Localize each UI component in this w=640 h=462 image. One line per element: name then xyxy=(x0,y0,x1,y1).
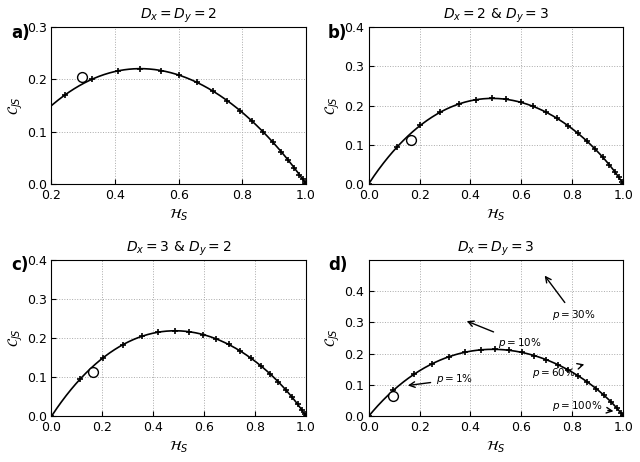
X-axis label: $\mathcal{H}_S$: $\mathcal{H}_S$ xyxy=(486,207,506,223)
Text: a): a) xyxy=(11,24,29,42)
Y-axis label: $\mathcal{C}_{JS}$: $\mathcal{C}_{JS}$ xyxy=(324,328,342,347)
Text: $p = 60\%$: $p = 60\%$ xyxy=(532,364,583,380)
Text: $p = 1\%$: $p = 1\%$ xyxy=(410,372,474,387)
Text: c): c) xyxy=(11,256,28,274)
Title: $D_x = 2$ & $D_y = 3$: $D_x = 2$ & $D_y = 3$ xyxy=(443,7,549,25)
X-axis label: $\mathcal{H}_S$: $\mathcal{H}_S$ xyxy=(486,440,506,455)
X-axis label: $\mathcal{H}_S$: $\mathcal{H}_S$ xyxy=(169,440,188,455)
Text: $p = 10\%$: $p = 10\%$ xyxy=(468,321,542,350)
Title: $D_x = D_y = 2$: $D_x = D_y = 2$ xyxy=(140,7,217,25)
Text: $p = 100\%$: $p = 100\%$ xyxy=(552,399,612,413)
Y-axis label: $\mathcal{C}_{JS}$: $\mathcal{C}_{JS}$ xyxy=(7,96,25,115)
Text: $p = 30\%$: $p = 30\%$ xyxy=(545,277,596,322)
Y-axis label: $\mathcal{C}_{JS}$: $\mathcal{C}_{JS}$ xyxy=(7,328,25,347)
Point xyxy=(388,393,398,400)
Title: $D_x = D_y = 3$: $D_x = D_y = 3$ xyxy=(457,239,534,258)
X-axis label: $\mathcal{H}_S$: $\mathcal{H}_S$ xyxy=(169,207,188,223)
Title: $D_x = 3$ & $D_y = 2$: $D_x = 3$ & $D_y = 2$ xyxy=(126,239,232,258)
Text: d): d) xyxy=(328,256,348,274)
Point xyxy=(88,368,99,376)
Point xyxy=(406,136,416,143)
Y-axis label: $\mathcal{C}_{JS}$: $\mathcal{C}_{JS}$ xyxy=(324,96,342,115)
Point xyxy=(77,73,87,80)
Text: b): b) xyxy=(328,24,348,42)
